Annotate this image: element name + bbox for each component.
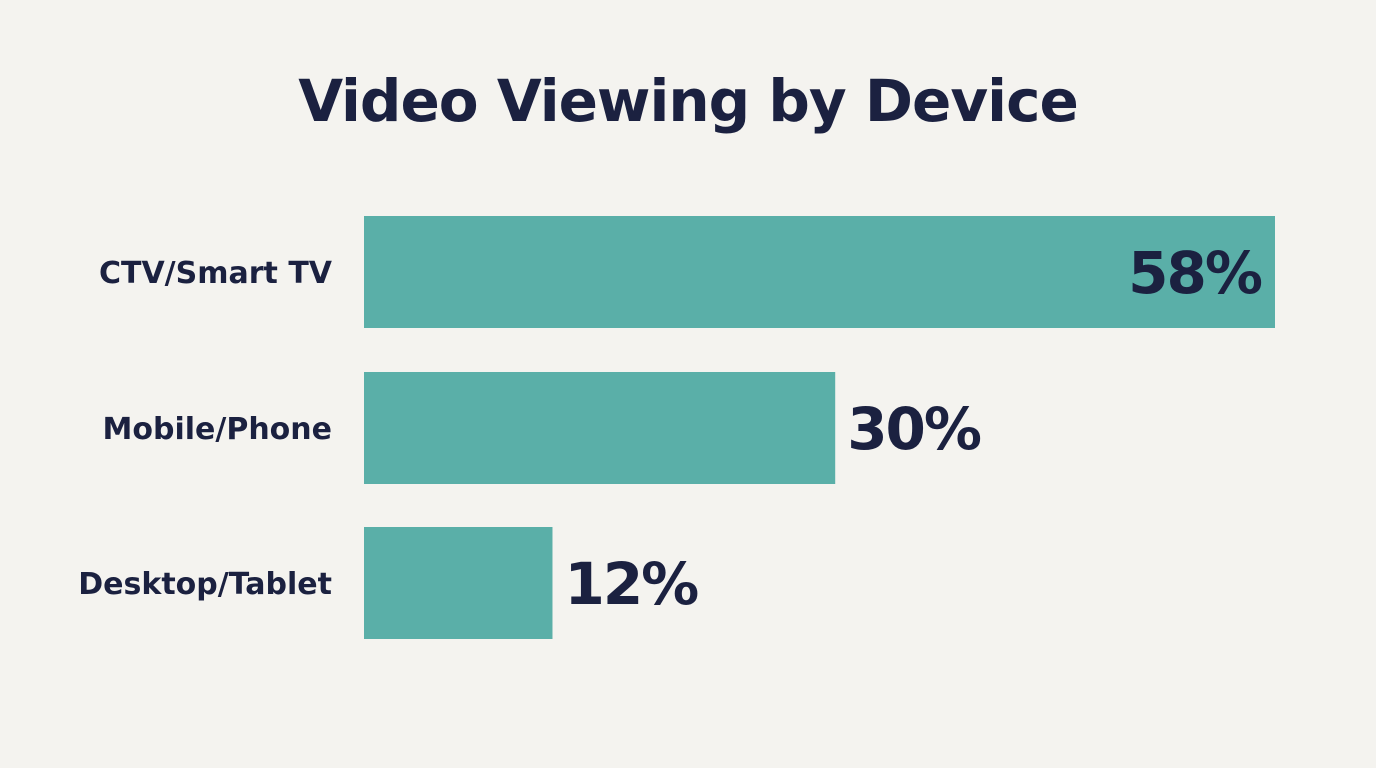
chart-title: Video Viewing by Device	[298, 67, 1079, 135]
bar-2	[364, 527, 553, 639]
bars-layer: CTV/Smart TV 58% Mobile/Phone 30% Desktop/Ta…	[78, 216, 1275, 639]
value-label: 12%	[564, 550, 698, 618]
value-label: 30%	[847, 395, 981, 463]
category-label: Mobile/Phone	[103, 412, 332, 447]
bar-0	[364, 216, 1275, 328]
bar-1	[364, 372, 836, 484]
category-label: CTV/Smart TV	[99, 256, 333, 291]
category-label: Desktop/Tablet	[78, 567, 332, 602]
value-label: 58%	[1128, 239, 1262, 307]
